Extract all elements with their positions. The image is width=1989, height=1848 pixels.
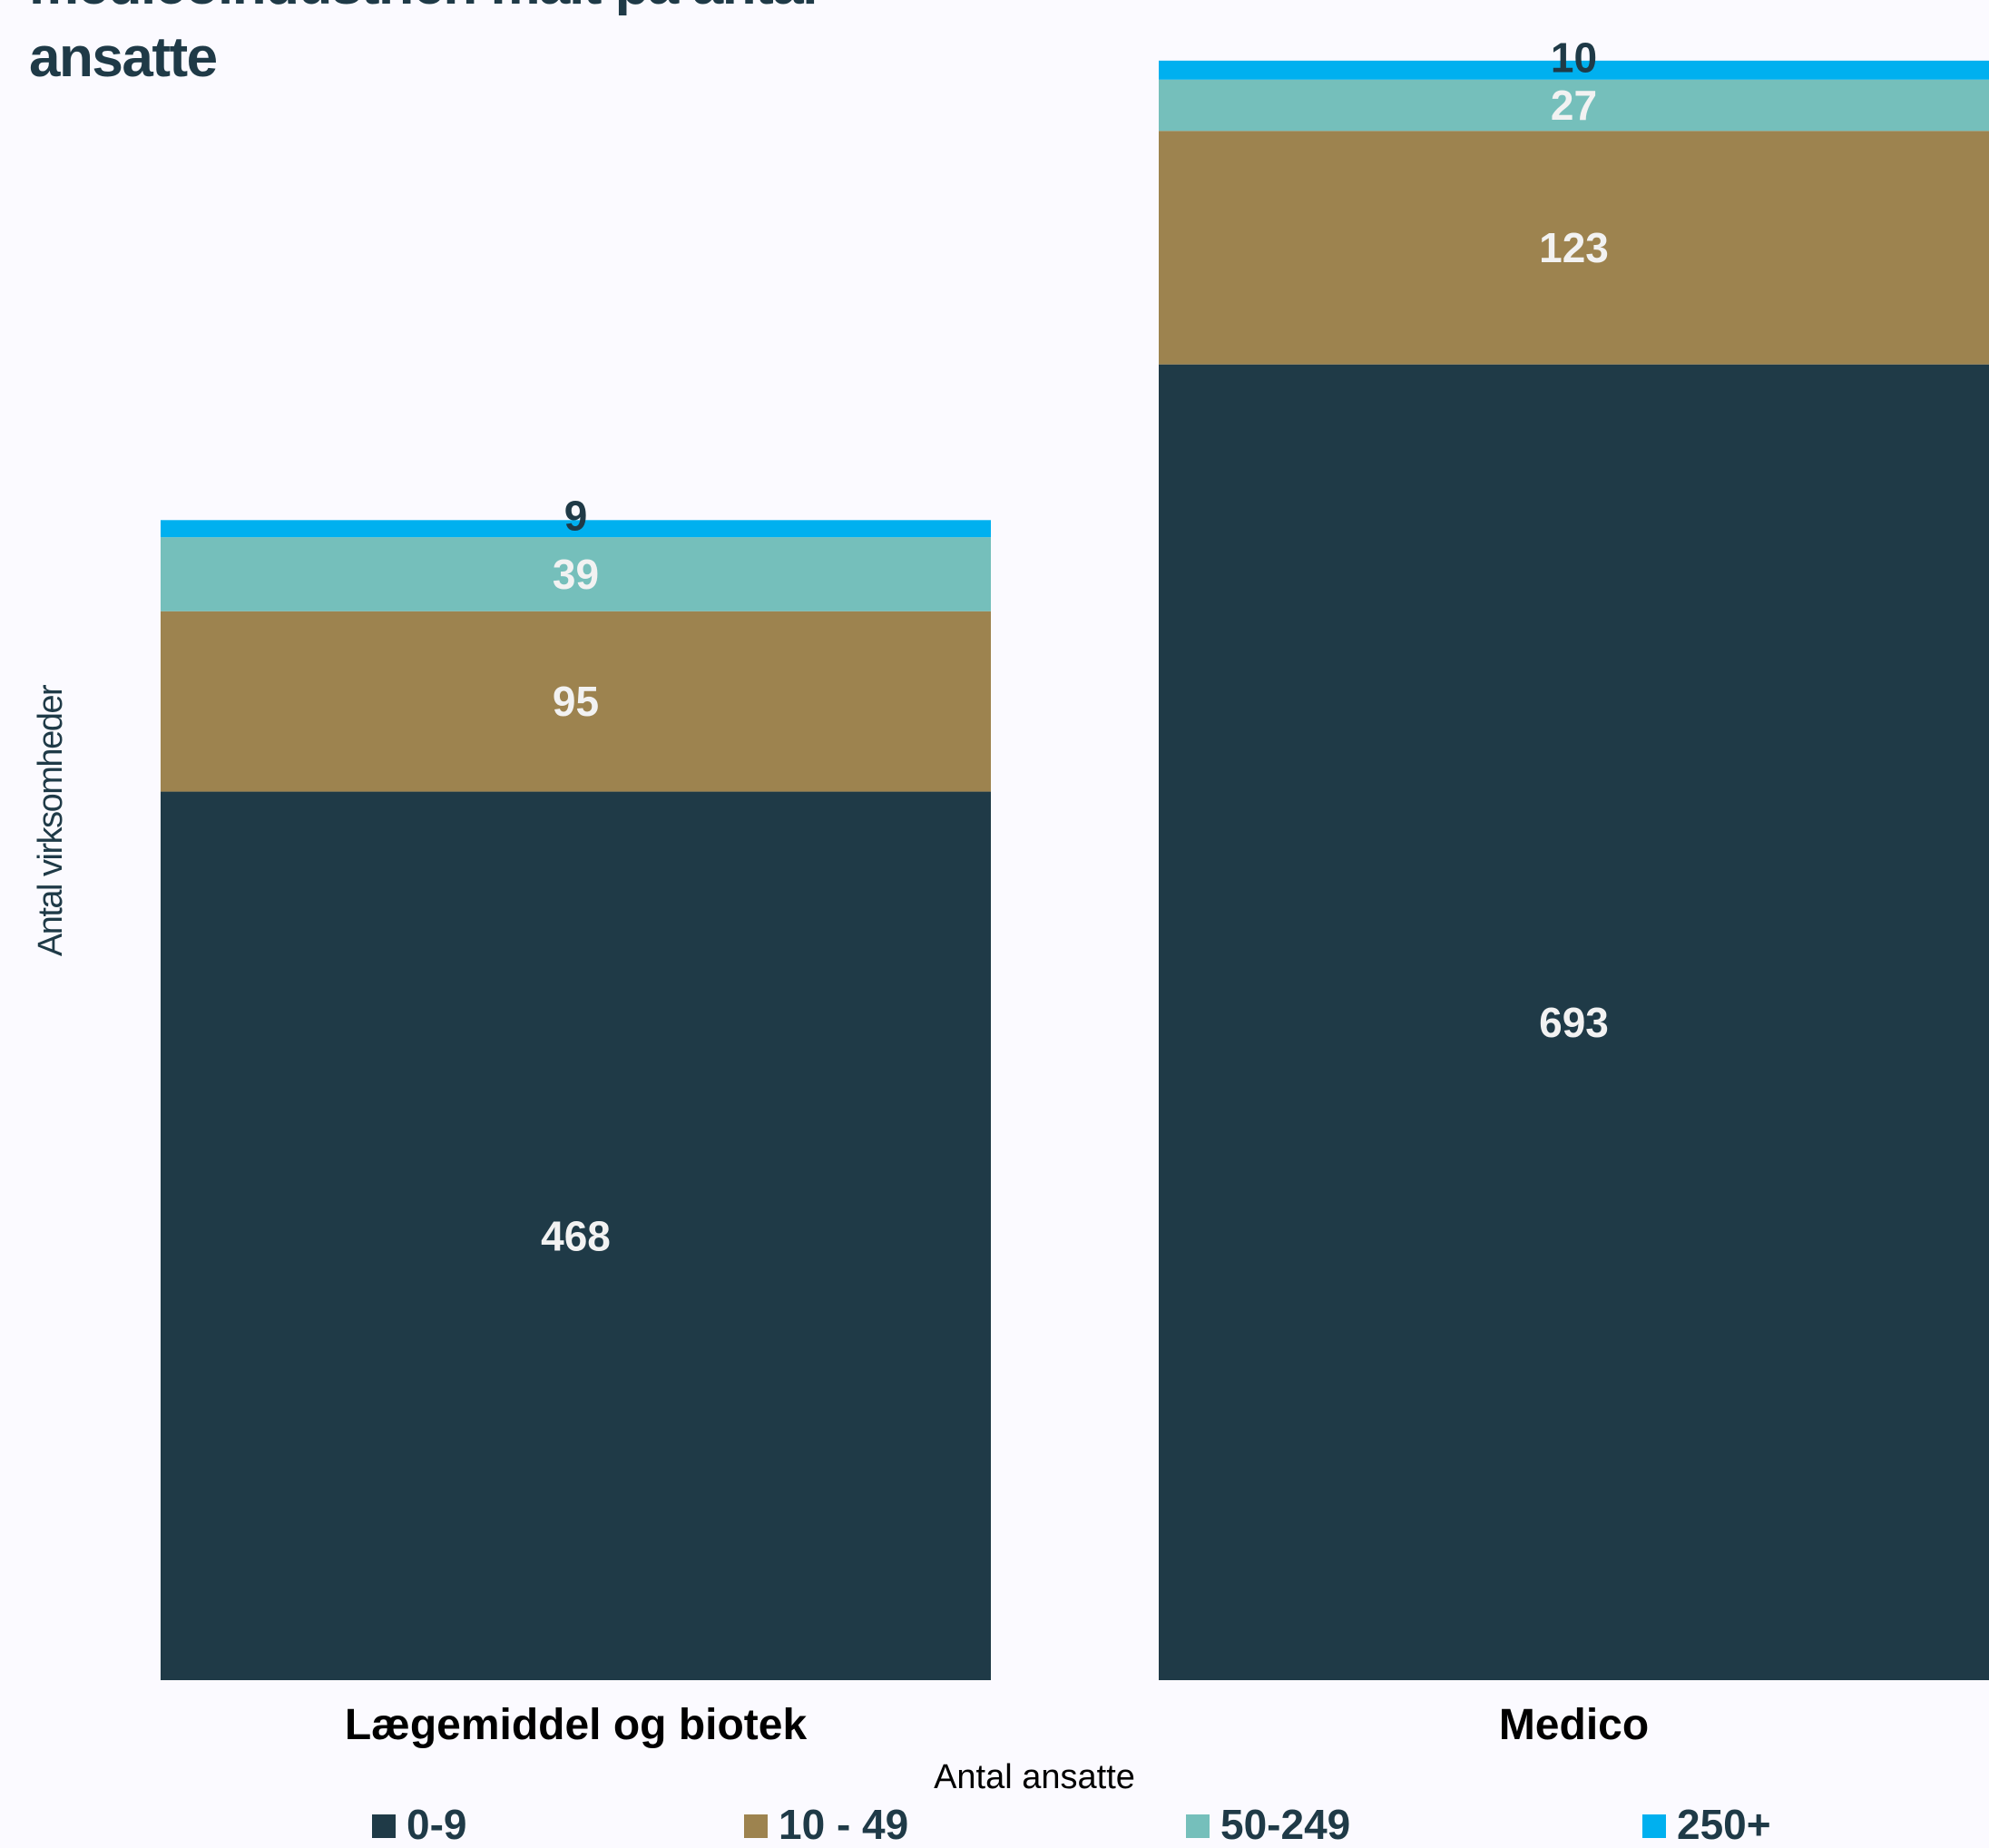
- legend-swatch-10-49: [744, 1814, 768, 1838]
- bar-laegemiddel-0-9: [161, 791, 991, 1680]
- y-axis-label: Antal virksomheder: [32, 684, 70, 956]
- bar-laegemiddel-50-249: [161, 537, 991, 611]
- bar-medico-0-9: [1159, 364, 1989, 1680]
- x-tick-label-laegemiddel: Lægemiddel og biotek: [345, 1701, 808, 1749]
- legend-swatch-0-9: [372, 1814, 396, 1838]
- bar-laegemiddel-10-49-label: 95: [553, 678, 599, 725]
- bar-medico-0-9-label: 693: [1539, 999, 1609, 1046]
- legend-label-10-49: 10 - 49: [779, 1801, 908, 1843]
- bar-medico-10-49: [1159, 131, 1989, 365]
- legend-label-250: 250+: [1677, 1801, 1771, 1843]
- legend-swatch-250: [1642, 1814, 1666, 1838]
- chart-title-line-1: medicoindustrien målt på antal: [29, 0, 817, 16]
- chart-title-line-2: ansatte: [29, 26, 217, 89]
- legend: 0-9 10 - 49 50-249 250+: [372, 1801, 1771, 1848]
- bar-medico-50-249-label: 27: [1551, 82, 1597, 129]
- legend-title: Antal ansatte: [934, 1758, 1135, 1796]
- legend-swatch-50-249: [1186, 1814, 1210, 1838]
- legend-item-10-49: 10 - 49: [744, 1801, 908, 1848]
- bar-laegemiddel-0-9-label: 468: [541, 1212, 611, 1259]
- bar-laegemiddel-10-49: [161, 611, 991, 792]
- x-axis-labels: Lægemiddel og biotek Medico: [345, 1701, 1649, 1749]
- legend-item-50-249: 50-249: [1186, 1801, 1350, 1848]
- bar-laegemiddel-250-label: 9: [564, 493, 588, 540]
- x-tick-label-medico: Medico: [1499, 1701, 1649, 1749]
- bar-laegemiddel-50-249-label: 39: [553, 551, 599, 598]
- bar-medico-50-249: [1159, 79, 1989, 132]
- legend-item-0-9: 0-9: [372, 1801, 466, 1848]
- legend-item-250: 250+: [1642, 1801, 1771, 1848]
- legend-label-0-9: 0-9: [407, 1801, 466, 1843]
- bar-medico-250-label: 10: [1551, 34, 1597, 81]
- legend-label-50-249: 50-249: [1220, 1801, 1350, 1843]
- bar-medico-250: [1159, 60, 1989, 80]
- bar-laegemiddel-250: [161, 520, 991, 538]
- bar-medico-10-49-label: 123: [1539, 224, 1609, 271]
- chart-title: medicoindustrien målt på antal ansatte: [29, 0, 818, 89]
